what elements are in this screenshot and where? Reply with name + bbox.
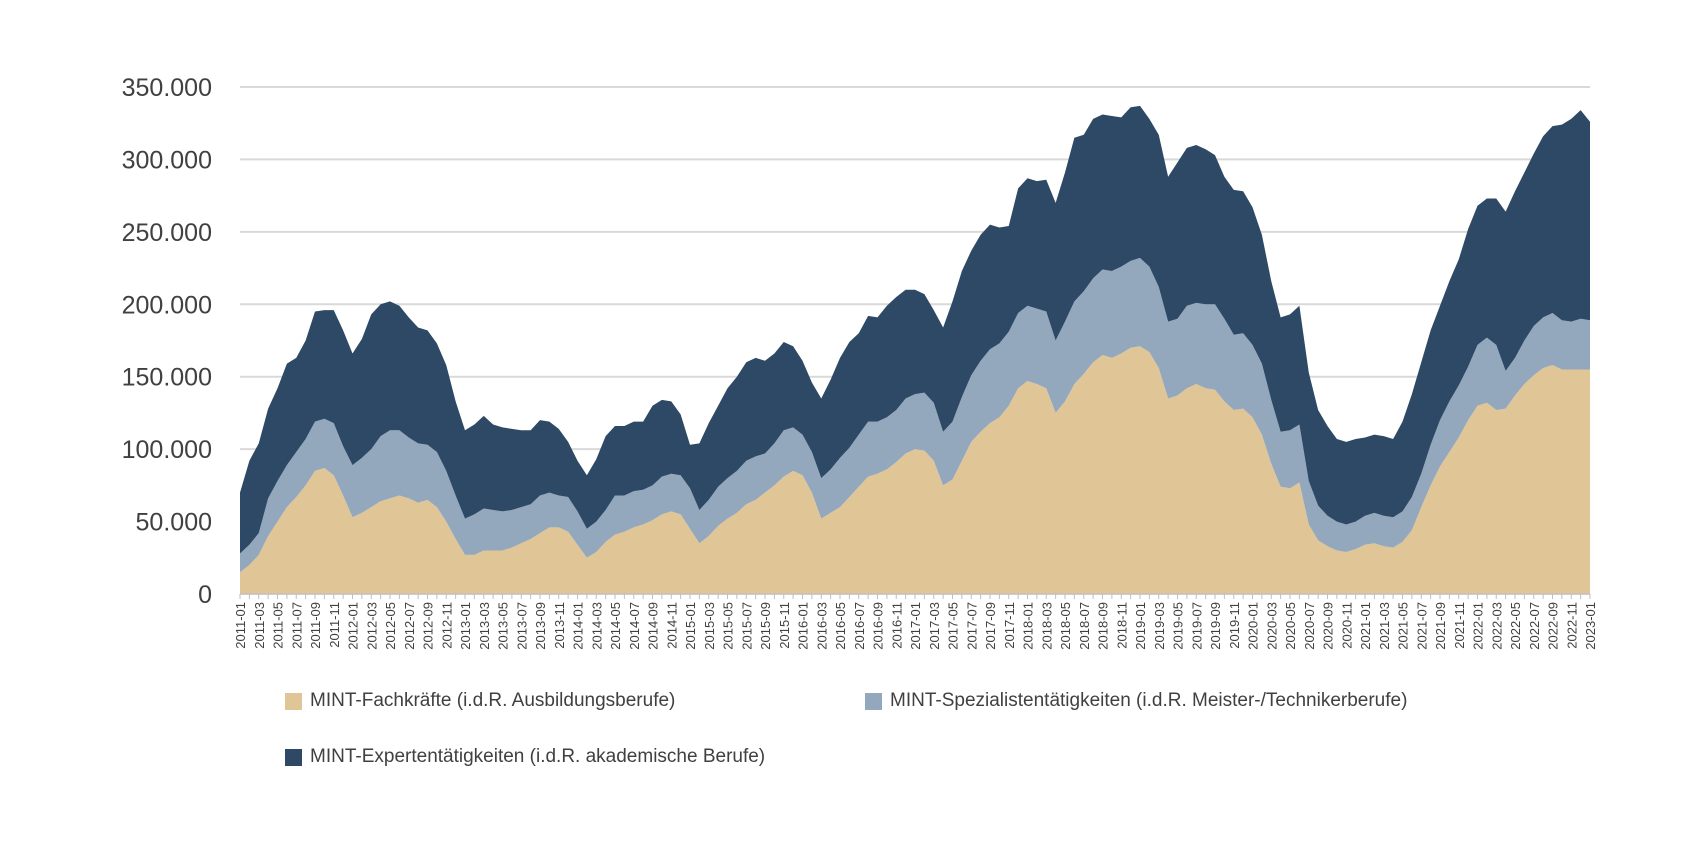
x-tick-label: 2016-05 — [833, 602, 848, 650]
x-tick-label: 2021-07 — [1414, 602, 1429, 650]
x-tick-label: 2021-01 — [1358, 602, 1373, 650]
x-tick-label: 2014-05 — [608, 602, 623, 650]
legend-item-spezialisten: MINT-Spezialistentätigkeiten (i.d.R. Mei… — [865, 690, 1407, 712]
y-tick-label: 350.000 — [122, 74, 212, 102]
chart-areas — [240, 105, 1590, 594]
x-tick-label: 2022-09 — [1546, 602, 1561, 650]
x-tick-label: 2012-11 — [439, 602, 454, 649]
x-tick-label: 2017-05 — [946, 602, 961, 650]
y-tick-label: 50.000 — [136, 509, 212, 537]
x-tick-label: 2017-09 — [983, 602, 998, 650]
x-tick-label: 2014-09 — [646, 602, 661, 650]
x-tick-label: 2016-03 — [814, 602, 829, 650]
y-tick-label: 250.000 — [122, 219, 212, 247]
x-tick-label: 2012-01 — [346, 602, 361, 650]
x-tick-label: 2012-09 — [421, 602, 436, 650]
x-tick-label: 2015-03 — [702, 602, 717, 650]
x-tick-label: 2011-05 — [271, 602, 286, 649]
x-tick-label: 2018-05 — [1058, 602, 1073, 650]
x-tick-label: 2014-01 — [571, 602, 586, 650]
x-tick-label: 2022-05 — [1508, 602, 1523, 650]
x-tick-label: 2015-07 — [739, 602, 754, 650]
x-tick-label: 2019-03 — [1152, 602, 1167, 650]
x-tick-label: 2021-03 — [1377, 602, 1392, 650]
legend-label-spezialisten: MINT-Spezialistentätigkeiten (i.d.R. Mei… — [890, 690, 1408, 711]
x-tick-label: 2020-03 — [1264, 602, 1279, 650]
x-tick-label: 2022-03 — [1489, 602, 1504, 650]
chart-legend: MINT-Fachkräfte (i.d.R. Ausbildungsberuf… — [285, 690, 1485, 800]
x-axis: 2011-01 2011-03 2011-05 2011-07 2011-09 2011-… — [233, 593, 1598, 650]
x-tick-label: 2020-11 — [1339, 602, 1354, 649]
x-tick-label: 2021-09 — [1433, 602, 1448, 650]
x-tick-label: 2014-11 — [664, 602, 679, 649]
x-tick-label: 2016-07 — [852, 602, 867, 650]
x-tick-label: 2013-01 — [458, 602, 473, 650]
x-tick-label: 2019-07 — [1189, 602, 1204, 650]
y-tick-label: 200.000 — [122, 291, 212, 319]
x-tick-label: 2011-03 — [252, 602, 267, 649]
x-tick-label: 2017-07 — [964, 602, 979, 650]
x-tick-label: 2015-09 — [758, 602, 773, 650]
x-tick-label: 2022-11 — [1564, 602, 1579, 649]
y-tick-label: 300.000 — [122, 146, 212, 174]
x-tick-label: 2011-07 — [289, 602, 304, 649]
y-axis: 0 50.000 100.000 150.000 200.000 250.000 300.0… — [122, 74, 212, 609]
legend-swatch-spezialisten — [865, 692, 882, 710]
x-tick-label: 2018-09 — [1096, 602, 1111, 650]
x-tick-label: 2019-05 — [1171, 602, 1186, 650]
y-tick-label: 100.000 — [122, 436, 212, 464]
area-series-2 — [240, 257, 1590, 573]
legend-item-experten: MINT-Expertentätigkeiten (i.d.R. akademi… — [285, 746, 765, 768]
x-tick-label: 2023-01 — [1583, 602, 1598, 650]
x-tick-label: 2014-07 — [627, 602, 642, 650]
x-tick-label: 2018-07 — [1077, 602, 1092, 650]
x-tick-label: 2012-07 — [402, 602, 417, 650]
x-tick-label: 2017-11 — [1002, 602, 1017, 649]
legend-swatch-experten — [285, 748, 302, 766]
area-series-1 — [240, 346, 1590, 594]
x-tick-label: 2011-01 — [233, 602, 248, 649]
x-tick-label: 2022-07 — [1527, 602, 1542, 650]
x-tick-label: 2021-11 — [1452, 602, 1467, 649]
x-tick-label: 2019-11 — [1227, 602, 1242, 649]
x-tick-label: 2015-11 — [777, 602, 792, 649]
legend-item-fachkraefte: MINT-Fachkräfte (i.d.R. Ausbildungsberuf… — [285, 690, 675, 712]
x-tick-label: 2016-11 — [889, 602, 904, 649]
x-tick-label: 2014-03 — [589, 602, 604, 650]
y-tick-label: 150.000 — [122, 364, 212, 392]
x-tick-label: 2013-11 — [552, 602, 567, 649]
x-tick-label: 2013-09 — [533, 602, 548, 650]
x-tick-label: 2017-01 — [908, 602, 923, 650]
x-tick-label: 2018-11 — [1114, 602, 1129, 649]
x-tick-label: 2013-03 — [477, 602, 492, 650]
x-tick-label: 2020-01 — [1246, 602, 1261, 650]
x-tick-label: 2020-05 — [1283, 602, 1298, 650]
x-tick-label: 2017-03 — [927, 602, 942, 650]
x-tick-label: 2020-09 — [1321, 602, 1336, 650]
x-tick-label: 2016-09 — [871, 602, 886, 650]
y-tick-label: 0 — [198, 581, 212, 609]
legend-label-fachkraefte: MINT-Fachkräfte (i.d.R. Ausbildungsberuf… — [310, 690, 676, 711]
x-tick-label: 2021-05 — [1396, 602, 1411, 650]
legend-label-experten: MINT-Expertentätigkeiten (i.d.R. akademi… — [310, 746, 766, 767]
x-tick-label: 2016-01 — [796, 602, 811, 650]
x-tick-label: 2015-01 — [683, 602, 698, 650]
x-tick-label: 2020-07 — [1302, 602, 1317, 650]
x-tick-label: 2011-11 — [327, 602, 342, 648]
x-tick-label: 2022-01 — [1471, 602, 1486, 650]
x-tick-label: 2018-01 — [1021, 602, 1036, 650]
x-tick-label: 2018-03 — [1039, 602, 1054, 650]
x-tick-label: 2019-01 — [1133, 602, 1148, 650]
x-tick-label: 2012-03 — [364, 602, 379, 650]
area-series-3 — [240, 105, 1590, 554]
x-tick-label: 2012-05 — [383, 602, 398, 650]
x-tick-label: 2011-09 — [308, 602, 323, 649]
x-tick-label: 2019-09 — [1208, 602, 1223, 650]
x-tick-label: 2013-05 — [496, 602, 511, 650]
x-tick-label: 2015-05 — [721, 602, 736, 650]
legend-swatch-fachkraefte — [285, 692, 302, 710]
x-tick-label: 2013-07 — [514, 602, 529, 650]
